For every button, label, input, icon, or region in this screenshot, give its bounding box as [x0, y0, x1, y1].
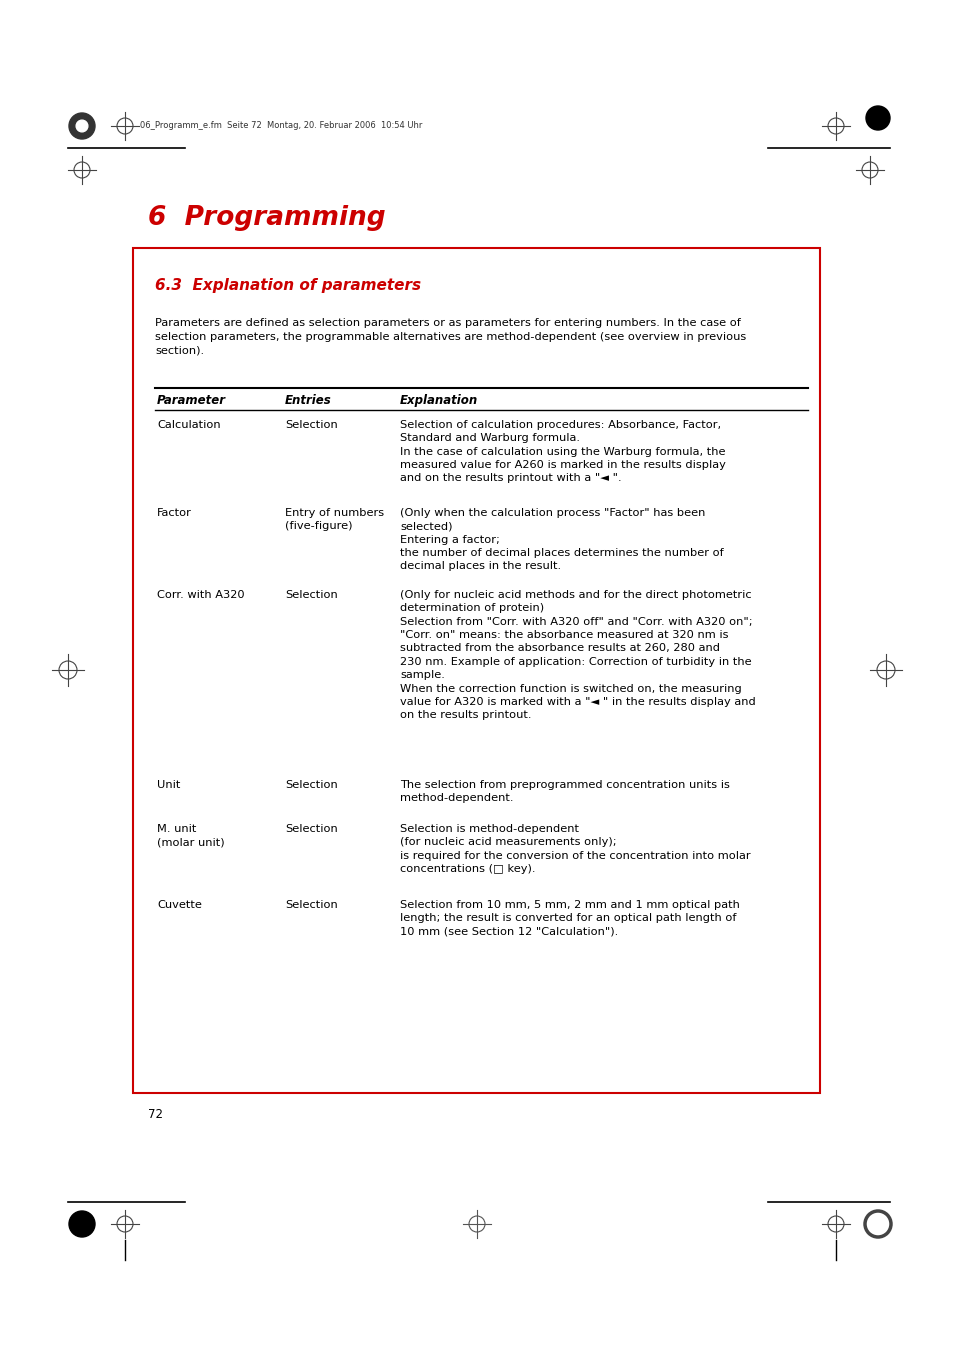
Text: (Only when the calculation process "Factor" has been
selected)
Entering a factor: (Only when the calculation process "Fact…	[399, 508, 723, 571]
Text: Factor: Factor	[157, 508, 192, 518]
Text: Calculation: Calculation	[157, 420, 220, 431]
Text: Entries: Entries	[285, 394, 332, 406]
Text: Selection from 10 mm, 5 mm, 2 mm and 1 mm optical path
length; the result is con: Selection from 10 mm, 5 mm, 2 mm and 1 m…	[399, 900, 740, 937]
Text: Corr. with A320: Corr. with A320	[157, 590, 244, 599]
Text: Selection: Selection	[285, 590, 337, 599]
Text: 72: 72	[148, 1108, 163, 1120]
Text: Selection: Selection	[285, 824, 337, 834]
Text: Entry of numbers
(five-figure): Entry of numbers (five-figure)	[285, 508, 384, 532]
Text: 06_Programm_e.fm  Seite 72  Montag, 20. Februar 2006  10:54 Uhr: 06_Programm_e.fm Seite 72 Montag, 20. Fe…	[140, 122, 422, 131]
Text: Explanation: Explanation	[399, 394, 477, 406]
Text: Cuvette: Cuvette	[157, 900, 202, 910]
Text: Parameter: Parameter	[157, 394, 226, 406]
Text: Unit: Unit	[157, 780, 180, 790]
Text: M. unit
(molar unit): M. unit (molar unit)	[157, 824, 224, 848]
Text: The selection from preprogrammed concentration units is
method-dependent.: The selection from preprogrammed concent…	[399, 780, 729, 803]
Circle shape	[69, 1211, 95, 1237]
Text: Selection of calculation procedures: Absorbance, Factor,
Standard and Warburg fo: Selection of calculation procedures: Abs…	[399, 420, 725, 483]
Text: Selection: Selection	[285, 420, 337, 431]
Text: 6  Programming: 6 Programming	[148, 205, 385, 231]
Text: Selection: Selection	[285, 780, 337, 790]
Text: (Only for nucleic acid methods and for the direct photometric
determination of p: (Only for nucleic acid methods and for t…	[399, 590, 755, 721]
Text: Selection is method-dependent
(for nucleic acid measurements only);
is required : Selection is method-dependent (for nucle…	[399, 824, 750, 873]
Circle shape	[76, 120, 88, 132]
Text: Selection: Selection	[285, 900, 337, 910]
Text: Parameters are defined as selection parameters or as parameters for entering num: Parameters are defined as selection para…	[154, 319, 745, 355]
Circle shape	[69, 113, 95, 139]
Text: 6.3  Explanation of parameters: 6.3 Explanation of parameters	[154, 278, 420, 293]
Circle shape	[865, 107, 889, 130]
